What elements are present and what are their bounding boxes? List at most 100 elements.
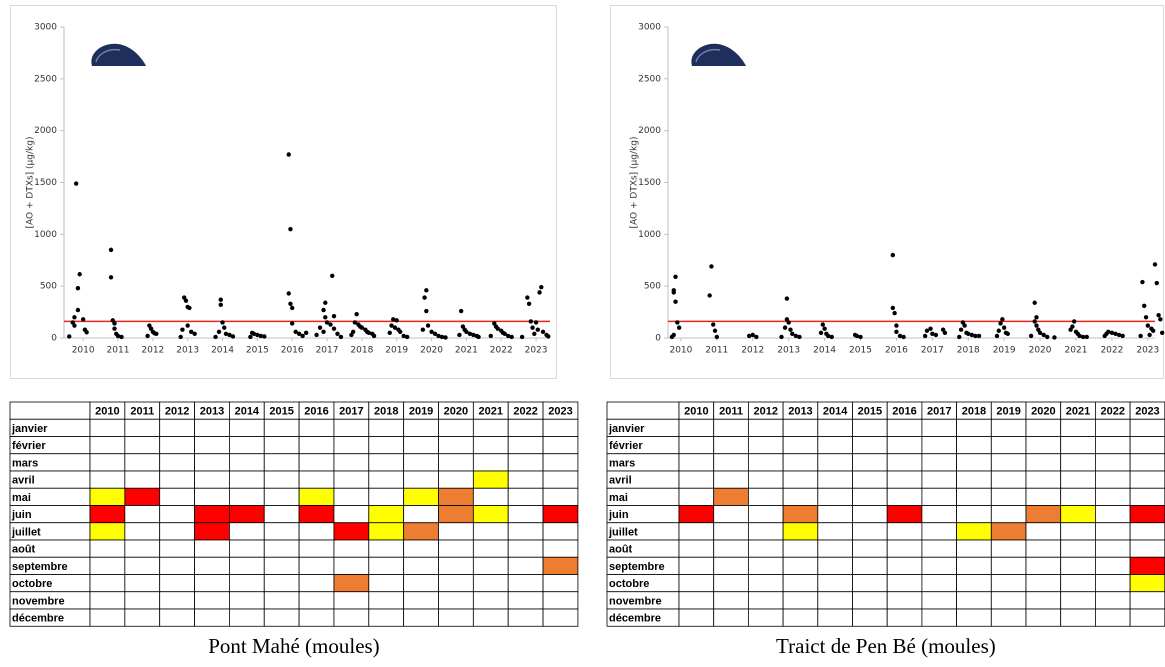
cell (125, 454, 160, 471)
cell (90, 506, 125, 523)
cell (1026, 471, 1061, 488)
point (1156, 313, 1160, 317)
cell (125, 592, 160, 609)
cell (508, 557, 543, 574)
cell (957, 592, 992, 609)
cell (818, 609, 853, 626)
cell (1130, 471, 1165, 488)
point (300, 334, 304, 338)
cell (439, 575, 474, 592)
point (1142, 304, 1146, 308)
point (217, 330, 221, 334)
cell (369, 506, 404, 523)
column-header: 2014 (235, 406, 260, 418)
row-label: avril (609, 475, 632, 487)
cell (1095, 523, 1130, 540)
cell (543, 454, 578, 471)
cell (991, 557, 1026, 574)
column-header: 2021 (479, 406, 503, 418)
point (709, 264, 713, 268)
cell (543, 540, 578, 557)
point (1000, 317, 1004, 321)
cell (508, 488, 543, 505)
cell (369, 575, 404, 592)
cell (229, 488, 264, 505)
cell (160, 523, 195, 540)
cell (714, 419, 749, 436)
cell (714, 471, 749, 488)
point (222, 325, 226, 329)
cell (543, 557, 578, 574)
cell (264, 471, 299, 488)
point (707, 293, 711, 297)
x-tick-label: 2010 (669, 346, 692, 356)
point (783, 325, 787, 329)
cell (853, 609, 888, 626)
cell (543, 609, 578, 626)
cell (853, 540, 888, 557)
cell (887, 437, 922, 454)
cell (90, 437, 125, 454)
cell (160, 609, 195, 626)
point (527, 302, 531, 306)
y-tick-label: 500 (644, 282, 661, 292)
cell (1061, 437, 1096, 454)
column-header: 2018 (374, 406, 398, 418)
y-tick-label: 2000 (34, 126, 57, 136)
point (675, 320, 679, 324)
column-header: 2013 (788, 406, 812, 418)
point (457, 333, 461, 337)
cell (229, 454, 264, 471)
point (998, 321, 1002, 325)
x-tick-label: 2018 (957, 346, 980, 356)
point (962, 323, 966, 327)
cell (957, 540, 992, 557)
point (332, 326, 336, 330)
point (786, 320, 790, 324)
point (77, 272, 81, 276)
x-tick-label: 2016 (885, 346, 908, 356)
cell (404, 506, 439, 523)
cell (1061, 488, 1096, 505)
cell (125, 523, 160, 540)
cell (922, 454, 957, 471)
point (754, 335, 758, 339)
point (713, 329, 717, 333)
point (476, 335, 480, 339)
cell (229, 557, 264, 574)
column-header: 2023 (1135, 406, 1159, 418)
column-header: 2019 (409, 406, 433, 418)
row-label: juin (11, 509, 32, 521)
point (145, 334, 149, 338)
cell (264, 488, 299, 505)
column-header: 2010 (684, 406, 708, 418)
point (819, 331, 823, 335)
cell (299, 419, 334, 436)
point (405, 335, 409, 339)
cell (334, 488, 369, 505)
cell (748, 471, 783, 488)
point (1085, 335, 1089, 339)
cell (957, 471, 992, 488)
cell (1026, 609, 1061, 626)
cell (957, 575, 992, 592)
point (187, 306, 191, 310)
row-label: mars (12, 457, 38, 469)
point (489, 334, 493, 338)
point (1029, 334, 1033, 338)
cell (125, 506, 160, 523)
cell (299, 454, 334, 471)
cell (125, 557, 160, 574)
cell (439, 523, 474, 540)
cell (1061, 557, 1096, 574)
cell (991, 471, 1026, 488)
cell (1026, 540, 1061, 557)
x-tick-label: 2021 (1065, 346, 1088, 356)
cell (783, 540, 818, 557)
column-header: 2011 (130, 406, 154, 418)
cell (714, 437, 749, 454)
cell (439, 557, 474, 574)
point (213, 335, 217, 339)
cell (264, 540, 299, 557)
figure: 0500100015002000250030002010201120122013… (0, 0, 1165, 662)
